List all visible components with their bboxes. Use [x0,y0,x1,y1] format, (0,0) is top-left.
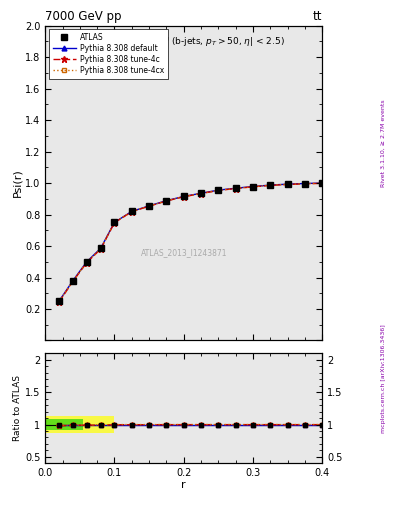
Legend: ATLAS, Pythia 8.308 default, Pythia 8.308 tune-4c, Pythia 8.308 tune-4cx: ATLAS, Pythia 8.308 default, Pythia 8.30… [49,29,168,79]
X-axis label: r: r [182,480,186,489]
Y-axis label: Ratio to ATLAS: Ratio to ATLAS [13,375,22,441]
Text: mcplots.cern.ch [arXiv:1306.3436]: mcplots.cern.ch [arXiv:1306.3436] [381,325,386,433]
Bar [45,419,83,430]
Y-axis label: Psi(r): Psi(r) [12,168,22,198]
Text: tt: tt [313,10,322,23]
Text: 7000 GeV pp: 7000 GeV pp [45,10,122,23]
Text: Rivet 3.1.10, ≥ 2.7M events: Rivet 3.1.10, ≥ 2.7M events [381,99,386,187]
Text: ATLAS_2013_I1243871: ATLAS_2013_I1243871 [140,248,227,257]
Bar [45,416,114,433]
Text: Integral jet shape$\Psi$ (b-jets, $p_T$$>$50, $\eta|$ < 2.5): Integral jet shape$\Psi$ (b-jets, $p_T$$… [83,35,285,48]
